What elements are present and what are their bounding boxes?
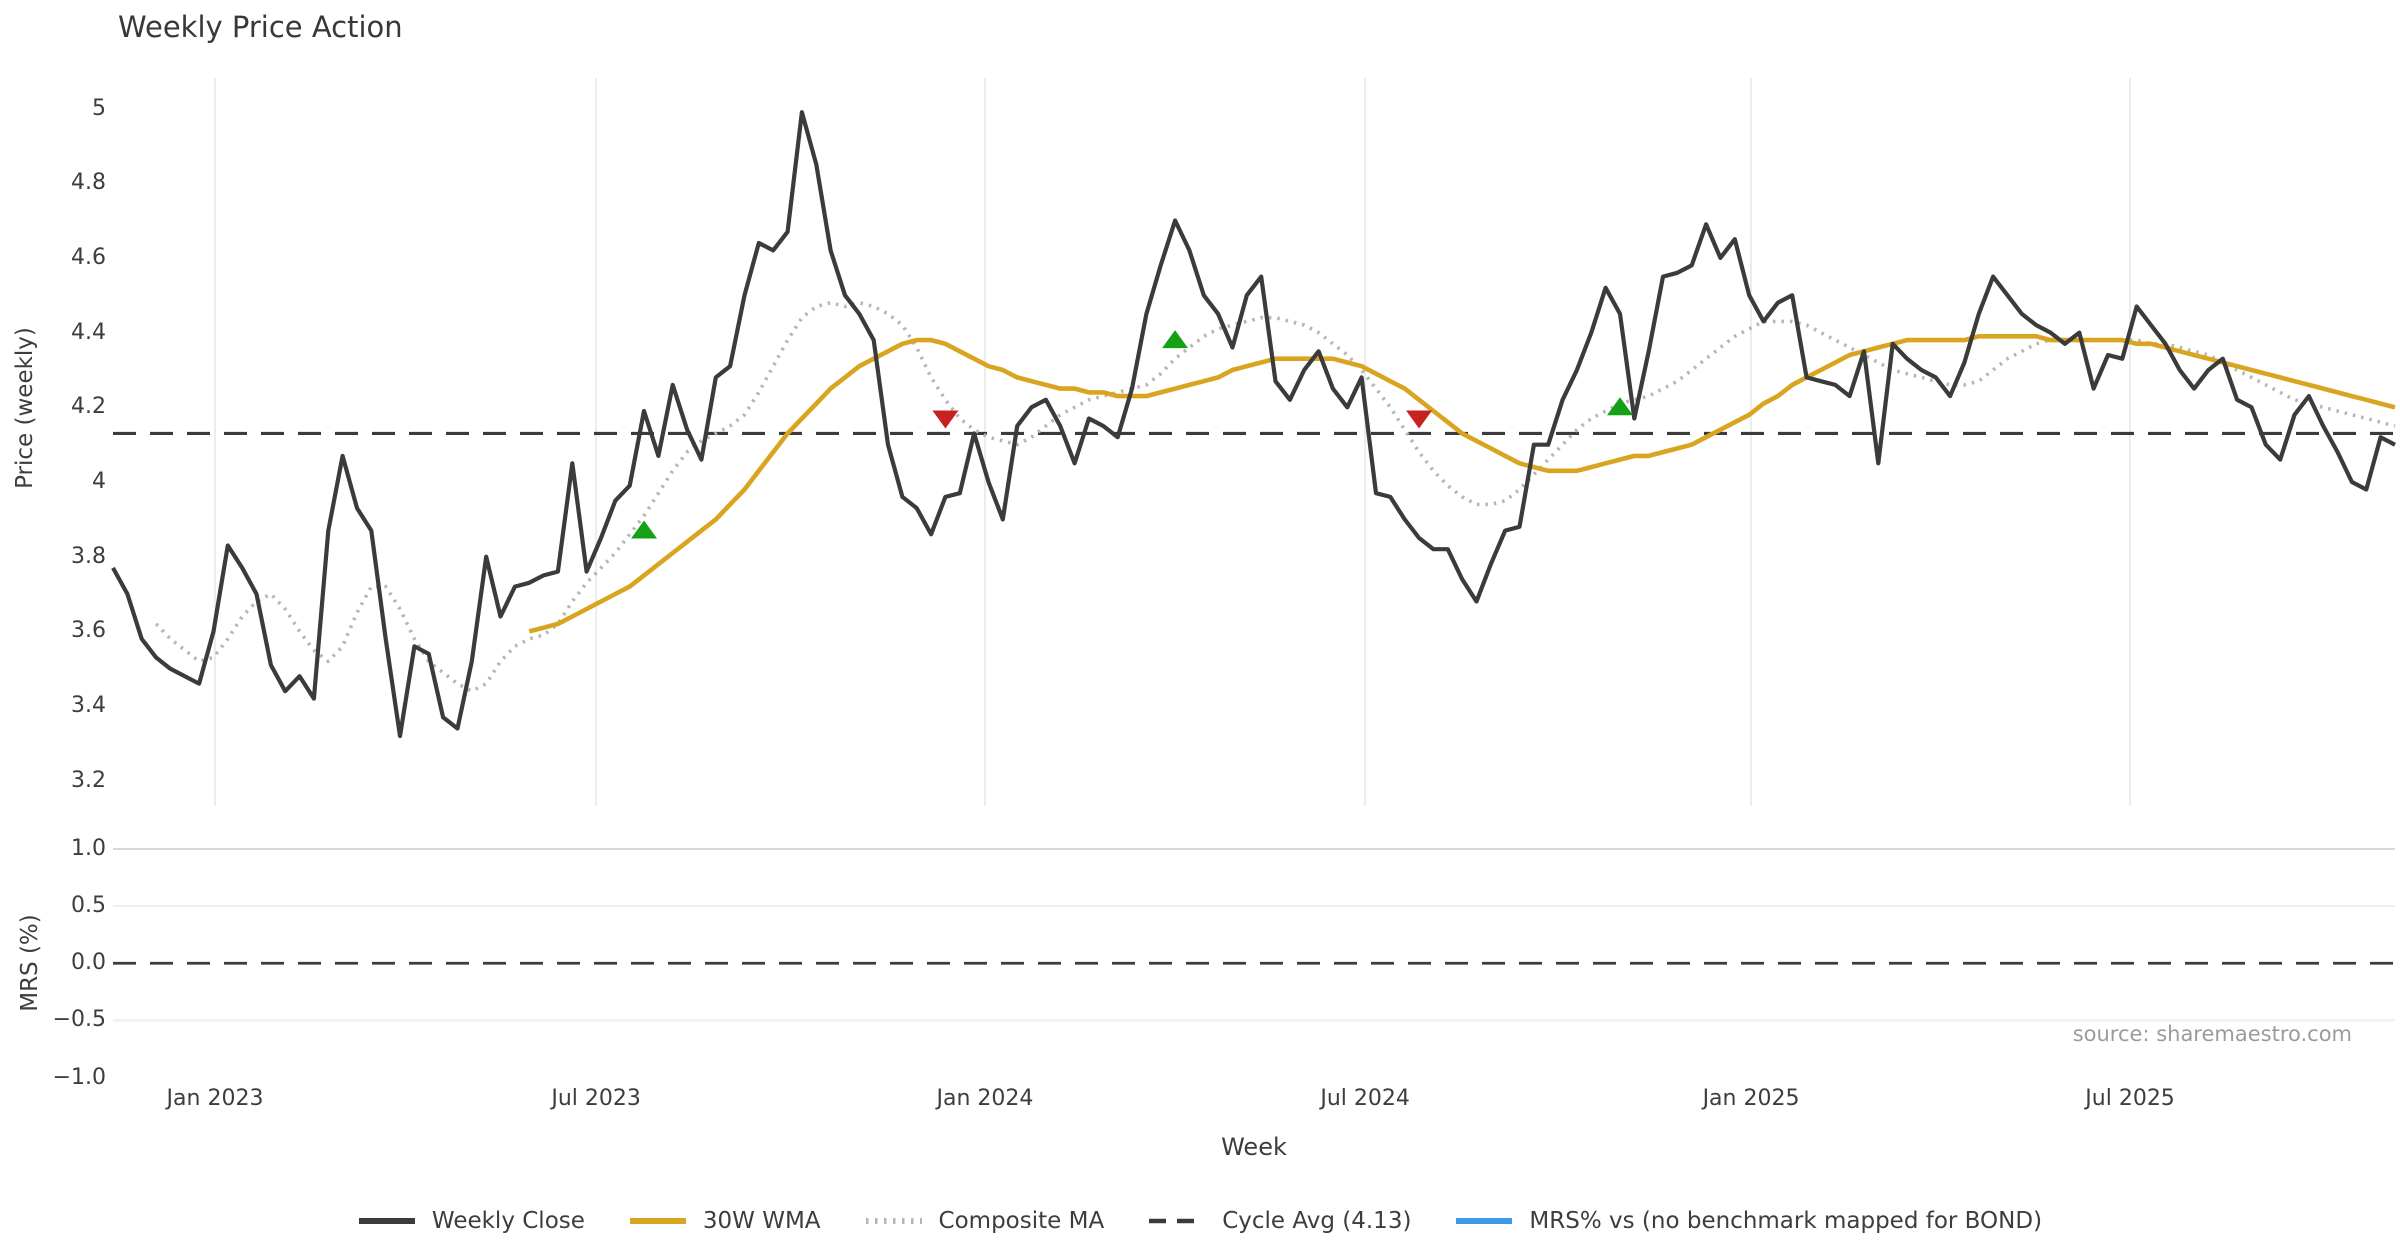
composite-ma-line [154, 300, 2396, 693]
mrs-ytick-label: 1.0 [71, 835, 106, 861]
source-note: source: sharemaestro.com [2072, 1022, 2352, 1046]
mrs-ytick-label: −1.0 [52, 1064, 106, 1090]
chart-title: Weekly Price Action [118, 10, 403, 44]
price-ytick-label: 4.8 [71, 170, 106, 196]
30w-wma-line [528, 334, 2396, 634]
legend-label: MRS% vs (no benchmark mapped for BOND) [1529, 1208, 2043, 1234]
legend-label: 30W WMA [702, 1208, 821, 1234]
x-tick-label: Jul 2025 [2085, 1086, 2175, 1111]
buy-signal-triangle-icon [1162, 330, 1189, 349]
legend-label: Weekly Close [431, 1208, 585, 1234]
legend-label: Composite MA [938, 1208, 1105, 1234]
buy-signal-triangle-icon [1606, 397, 1633, 416]
legend-swatch-solid-line-icon [358, 1218, 415, 1224]
price-ytick-label: 3.2 [71, 767, 106, 793]
price-ytick-label: 3.4 [71, 693, 106, 719]
x-tick-label: Jan 2023 [166, 1086, 264, 1111]
x-tick-label: Jul 2024 [1320, 1086, 1410, 1111]
mrs-ytick-label: −0.5 [52, 1007, 106, 1033]
price-ytick-label: 5 [92, 95, 106, 121]
sell-signal-triangle-icon [1406, 410, 1433, 429]
price-ytick-label: 3.6 [71, 618, 106, 644]
x-tick-label: Jan 2025 [1702, 1086, 1800, 1111]
sell-signal-triangle-icon [932, 410, 959, 429]
price-ytick-label: 4.4 [71, 319, 106, 345]
price-ytick-label: 4.2 [71, 394, 106, 420]
weekly-close-line [111, 110, 2396, 739]
price-ytick-label: 3.8 [71, 543, 106, 569]
x-tick-label: Jan 2024 [936, 1086, 1034, 1111]
price-ytick-label: 4.6 [71, 244, 106, 270]
legend-swatch-dashed-line-icon [1149, 1218, 1206, 1224]
legend: Weekly Close 30W WMA Composite MA Cycle Avg… [0, 1208, 2400, 1234]
mrs-ytick-label: 0.5 [71, 893, 106, 919]
legend-swatch-solid-line-icon [1456, 1218, 1513, 1224]
buy-signal-triangle-icon [631, 520, 658, 539]
legend-item: Composite MA [865, 1208, 1105, 1234]
x-tick-label: Jul 2023 [551, 1086, 641, 1111]
legend-label: Cycle Avg (4.13) [1222, 1208, 1412, 1234]
legend-item: Weekly Close [358, 1208, 585, 1234]
mrs-ytick-label: 0.0 [71, 950, 106, 976]
legend-swatch-dotted-line-icon [865, 1218, 922, 1224]
legend-item: Cycle Avg (4.13) [1148, 1208, 1411, 1234]
price-ytick-label: 4 [92, 469, 106, 494]
legend-item: MRS% vs (no benchmark mapped for BOND) [1455, 1208, 2042, 1234]
legend-item: 30W WMA [629, 1208, 821, 1234]
legend-swatch-solid-line-icon [629, 1218, 686, 1224]
x-axis-label: Week [1221, 1133, 1287, 1161]
